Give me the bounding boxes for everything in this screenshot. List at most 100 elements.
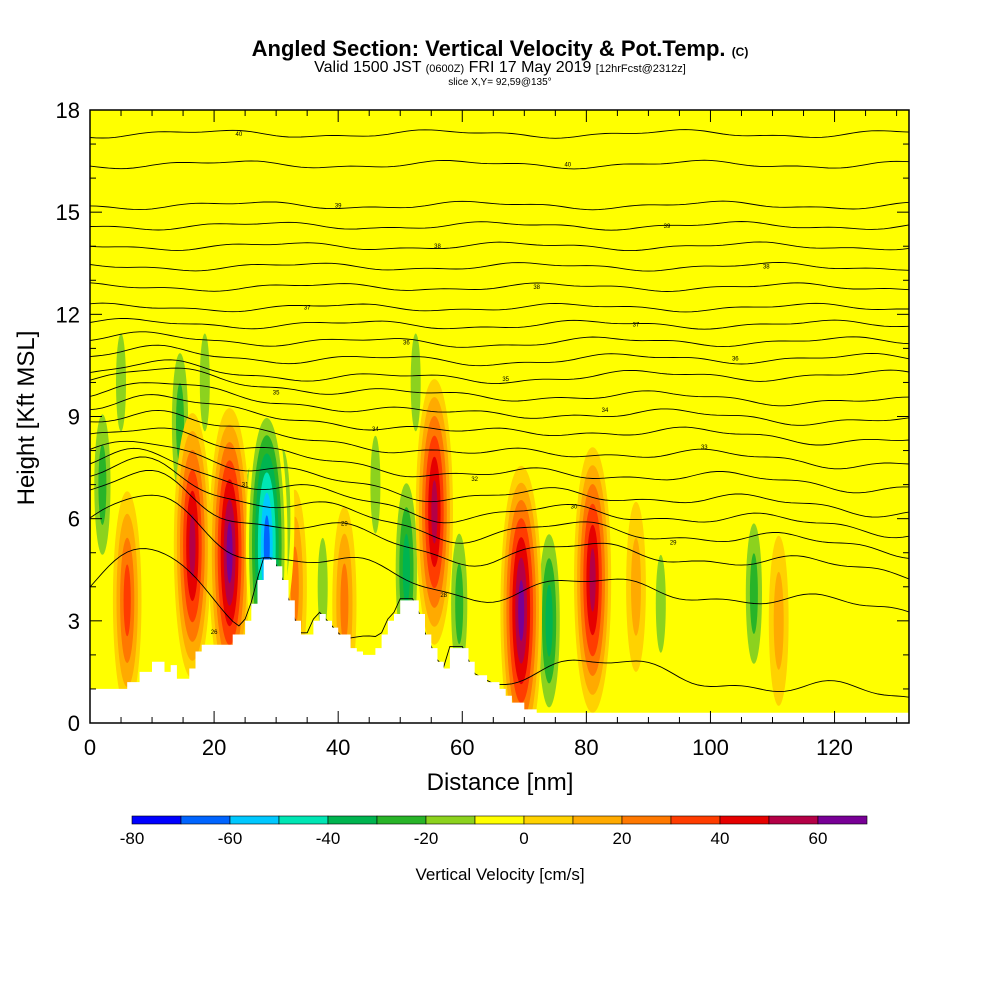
chart-title-text: Angled Section: Vertical Velocity & Pot.…: [251, 36, 726, 61]
velocity-field: [90, 297, 789, 723]
isentrope-line: [90, 382, 909, 426]
updraft-cell-1: [173, 413, 211, 679]
isentrope-line: [90, 241, 909, 252]
isentrope-label: 29: [670, 541, 677, 547]
forecast-run: [12hrFcst@2312z]: [595, 63, 686, 75]
downdraft-band: [116, 333, 126, 432]
downdraft-band: [199, 333, 210, 432]
downdraft-band: [749, 553, 758, 634]
isentrope-label: 40: [564, 163, 571, 169]
colorbar-tick-label: -20: [414, 829, 439, 848]
updraft-band: [518, 580, 525, 642]
isentrope-label: 38: [533, 285, 540, 291]
downdraft-cell-0: [90, 387, 115, 582]
isentrope-line: [90, 200, 909, 211]
downdraft-cell-13: [650, 518, 671, 689]
updraft-band: [431, 480, 438, 544]
updraft-cell-6: [500, 465, 542, 723]
colorbar-swatch: [180, 815, 231, 825]
updraft-band: [589, 548, 596, 612]
colorbar-swatch: [621, 815, 672, 825]
isentrope-line: [90, 302, 909, 313]
y-tick-label: 0: [68, 711, 80, 736]
isentrope-line: [90, 494, 909, 613]
isentrope-label: 35: [502, 377, 509, 383]
isentrope-label: 37: [633, 323, 640, 329]
downdraft-band: [402, 533, 410, 606]
updraft-band: [123, 564, 131, 637]
colorbar-swatch: [719, 815, 770, 825]
isentrope-label: 26: [211, 630, 218, 636]
isentrope-line: [90, 367, 909, 407]
colorbar-swatch: [768, 815, 819, 825]
colorbar-swatch: [474, 815, 525, 825]
chart-subtitle: Valid 1500 JST (0600Z) FRI 17 May 2019 […: [0, 59, 1000, 78]
isentrope-line: [90, 447, 909, 539]
colorbar-swatch: [670, 815, 721, 825]
colorbar-tick-label: -40: [316, 829, 341, 848]
isentrope-label: 38: [434, 244, 441, 250]
isentrope-line: [90, 440, 909, 518]
isentrope-label: 31: [242, 483, 249, 489]
updraft-cell-0: [112, 491, 142, 710]
downdraft-band: [455, 563, 464, 645]
downdraft-band: [655, 554, 666, 653]
isentrope-contours: 26 28 29 29 30 31 32 33 34 34 35 35 36 36 37 37 38 38 38 39…: [90, 129, 909, 698]
y-tick-label: 12: [56, 302, 80, 327]
colorbar-tick-label: 20: [613, 829, 632, 848]
downdraft-cell-1: [111, 297, 131, 468]
x-axis-title: Distance [nm]: [427, 769, 574, 796]
colorbar-swatch: [817, 815, 868, 825]
y-axis-title: Height [Kft MSL]: [13, 331, 40, 506]
updraft-band: [189, 514, 196, 578]
colorbar-tick-label: 0: [519, 829, 528, 848]
isentrope-line: [90, 317, 909, 330]
downdraft-band: [410, 333, 421, 432]
downdraft-band: [98, 444, 107, 525]
isentrope-line: [90, 282, 909, 292]
isentrope-line: [90, 261, 909, 272]
downdraft-cell-14: [741, 496, 767, 691]
colorbar-swatch: [278, 815, 329, 825]
y-tick-label: 9: [68, 405, 80, 430]
updraft-cell-8: [626, 501, 646, 672]
y-tick-label: 18: [56, 98, 80, 123]
colorbar-swatch: [572, 815, 623, 825]
isentrope-line: [90, 456, 909, 559]
x-tick-label: 40: [326, 735, 350, 760]
isentrope-label: 32: [471, 477, 478, 483]
updraft-cell-7: [574, 447, 612, 713]
colorbar-tick-label: -80: [120, 829, 145, 848]
isentrope-label: 36: [403, 341, 410, 347]
isentrope-line: [90, 359, 909, 385]
colorbar-title: Vertical Velocity [cm/s]: [415, 865, 584, 884]
slice-label: slice X,Y= 92,59@135°: [448, 77, 552, 88]
terrain: [90, 559, 909, 723]
chart-title: Angled Section: Vertical Velocity & Pot.…: [0, 36, 1000, 62]
isentrope-label: 37: [304, 306, 311, 312]
colorbar-tick-label: -60: [218, 829, 243, 848]
colorbar-swatch: [131, 815, 182, 825]
isentrope-label: 28: [440, 593, 447, 599]
downdraft-band: [545, 584, 553, 657]
valid-time-utc: (0600Z): [425, 63, 465, 75]
valid-time: Valid 1500 JST: [314, 59, 422, 76]
x-tick-label: 20: [202, 735, 226, 760]
copyright-mark: (C): [731, 45, 749, 59]
isentrope-label: 39: [664, 224, 671, 230]
updraft-band: [773, 571, 784, 670]
isentrope-line: [90, 394, 909, 446]
updraft-band: [631, 537, 641, 636]
isentrope-line: [90, 469, 909, 580]
x-tick-label: 100: [692, 735, 729, 760]
isentrope-label: 38: [763, 265, 770, 271]
x-tick-label: 80: [574, 735, 598, 760]
terrain-profile: [90, 559, 909, 723]
colorbar-swatch: [327, 815, 378, 825]
isentrope-label: 30: [571, 505, 578, 511]
isentrope-label: 29: [341, 521, 348, 527]
updraft-band: [340, 563, 349, 645]
isentrope-label: 39: [335, 203, 342, 209]
